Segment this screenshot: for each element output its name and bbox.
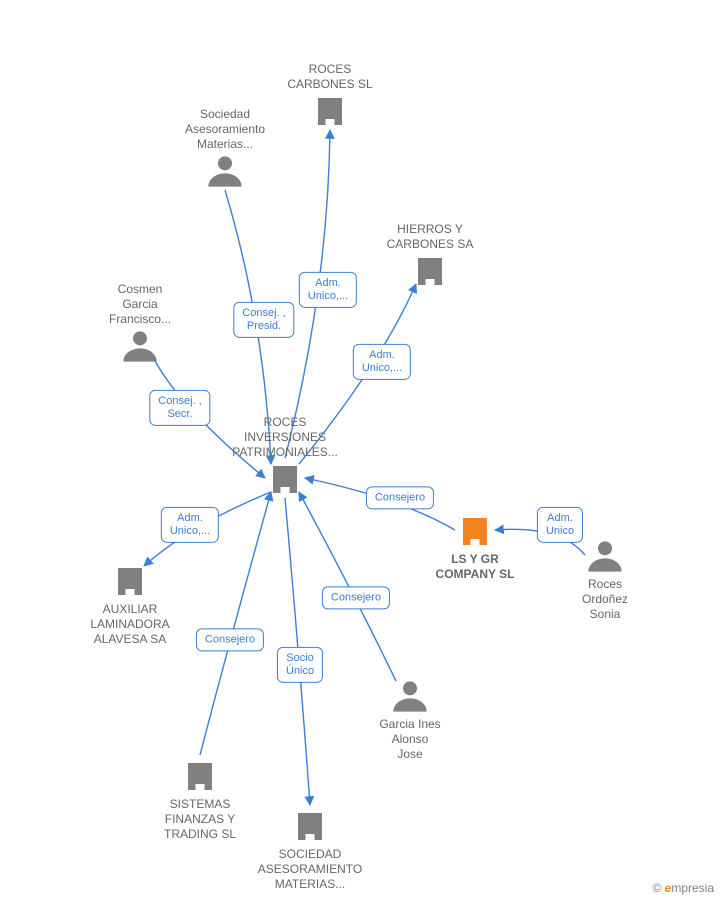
building-icon	[112, 562, 148, 598]
node-label: ROCESINVERSIONESPATRIMONIALES...	[225, 415, 345, 460]
node-sociedad_asesor_top[interactable]: SociedadAsesoramientoMaterias...	[165, 107, 285, 192]
edge-label-sociedad_asesor_top-roces_inv[interactable]: Consej. ,Presid.	[233, 302, 294, 338]
edge-label-garcia-roces_inv[interactable]: Consejero	[322, 586, 390, 609]
node-label: ROCESCARBONES SL	[270, 62, 390, 92]
building-icon	[412, 252, 448, 288]
node-label: CosmenGarciaFrancisco...	[80, 282, 200, 327]
node-garcia[interactable]: Garcia InesAlonsoJose	[350, 677, 470, 762]
edge-label-roces_inv-hierros[interactable]: Adm.Unico,...	[353, 344, 411, 380]
node-label: SISTEMASFINANZAS YTRADING SL	[140, 797, 260, 842]
building-icon	[267, 460, 303, 496]
copyright-footer: © empresia	[652, 881, 714, 895]
edge-label-lsgr-roces_inv[interactable]: Consejero	[366, 486, 434, 509]
person-icon	[205, 152, 245, 188]
person-icon	[585, 537, 625, 573]
node-cosmen[interactable]: CosmenGarciaFrancisco...	[80, 282, 200, 367]
building-icon	[292, 807, 328, 843]
person-icon	[120, 327, 160, 363]
building-icon	[457, 512, 493, 548]
edge-label-roces_inv-sociedad_asesor_bot[interactable]: SocioÚnico	[277, 647, 323, 683]
node-label: RocesOrdoñezSonia	[545, 577, 665, 622]
node-lsgr[interactable]: LS Y GRCOMPANY SL	[415, 512, 535, 582]
node-roces_carbones[interactable]: ROCESCARBONES SL	[270, 62, 390, 132]
edge-label-cosmen-roces_inv[interactable]: Consej. ,Secr.	[149, 390, 210, 426]
copyright-brand-rest: mpresia	[671, 881, 714, 895]
edge-label-sistemas-roces_inv[interactable]: Consejero	[196, 628, 264, 651]
node-auxiliar[interactable]: AUXILIARLAMINADORAALAVESA SA	[70, 562, 190, 647]
edge-label-roces_inv-roces_carbones[interactable]: Adm.Unico,...	[299, 272, 357, 308]
node-label: SociedadAsesoramientoMaterias...	[165, 107, 285, 152]
node-label: SOCIEDADASESORAMIENTOMATERIAS...	[250, 847, 370, 892]
node-hierros[interactable]: HIERROS YCARBONES SA	[370, 222, 490, 292]
edge-label-roces_inv-auxiliar[interactable]: Adm.Unico,...	[161, 507, 219, 543]
node-label: HIERROS YCARBONES SA	[370, 222, 490, 252]
edge-label-roces_ordonez-lsgr[interactable]: Adm.Unico	[537, 507, 583, 543]
node-roces_inv[interactable]: ROCESINVERSIONESPATRIMONIALES...	[225, 415, 345, 500]
copyright-symbol: ©	[652, 881, 661, 895]
node-sociedad_asesor_bot[interactable]: SOCIEDADASESORAMIENTOMATERIAS...	[250, 807, 370, 892]
node-label: LS Y GRCOMPANY SL	[415, 552, 535, 582]
diagram-canvas	[0, 0, 728, 905]
node-roces_ordonez[interactable]: RocesOrdoñezSonia	[545, 537, 665, 622]
node-sistemas[interactable]: SISTEMASFINANZAS YTRADING SL	[140, 757, 260, 842]
node-label: AUXILIARLAMINADORAALAVESA SA	[70, 602, 190, 647]
person-icon	[390, 677, 430, 713]
node-label: Garcia InesAlonsoJose	[350, 717, 470, 762]
building-icon	[182, 757, 218, 793]
building-icon	[312, 92, 348, 128]
